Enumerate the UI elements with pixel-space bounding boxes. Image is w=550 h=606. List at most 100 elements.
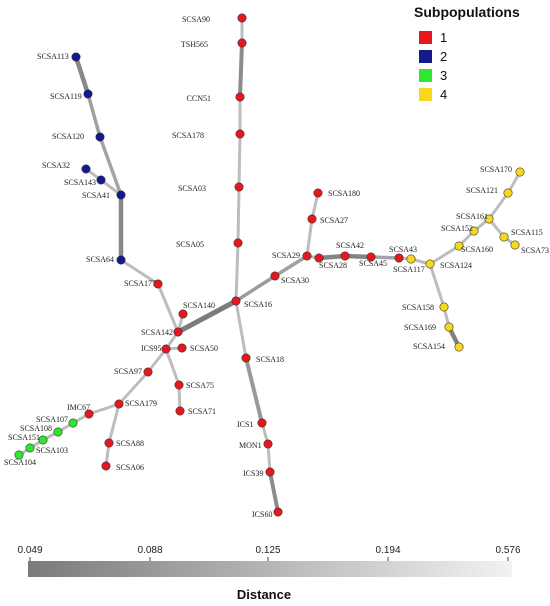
node-label-SCSA108: SCSA108 — [20, 424, 52, 433]
legend-label-3: 3 — [440, 68, 447, 83]
node-label-SCSA32: SCSA32 — [42, 161, 70, 170]
edge-SCSA177-SCSA64 — [119, 258, 160, 286]
node-SCSA154 — [454, 342, 464, 352]
legend-title: Subpopulations — [414, 4, 520, 20]
node-label-SCSA104: SCSA104 — [4, 458, 36, 467]
edge-SCSA05-SCSA16 — [234, 241, 240, 303]
scale-tick-label: 0.049 — [17, 545, 42, 556]
legend: Subpopulations 1 2 3 4 — [414, 4, 520, 102]
node-label-SCSA142: SCSA142 — [141, 328, 173, 337]
node-label-SCSA120: SCSA120 — [52, 132, 84, 141]
node-label-SCSA113: SCSA113 — [37, 52, 69, 61]
node-label-SCSA170: SCSA170 — [480, 165, 512, 174]
node-label-SCSA180: SCSA180 — [328, 189, 360, 198]
edge-SCSA142-SCSA177 — [156, 282, 180, 334]
node-SCSA178 — [235, 129, 245, 139]
edge-MON1-ICS39 — [266, 442, 272, 474]
edge-SCSA120-SCSA119 — [86, 92, 102, 139]
node-TSH565 — [237, 38, 247, 48]
legend-swatch-1 — [419, 31, 432, 44]
node-ICS60 — [273, 507, 283, 517]
node-label-SCSA169: SCSA169 — [404, 323, 436, 332]
legend-swatch-3 — [419, 69, 432, 82]
legend-swatch-2 — [419, 50, 432, 63]
node-label-SCSA03: SCSA03 — [178, 184, 206, 193]
node-label-SCSA71: SCSA71 — [188, 407, 216, 416]
node-label-SCSA43: SCSA43 — [389, 245, 417, 254]
node-label-SCSA18: SCSA18 — [256, 355, 284, 364]
node-SCSA113 — [71, 52, 81, 62]
edge-SCSA16-SCSA18 — [234, 299, 248, 360]
node-IMC67 — [84, 409, 94, 419]
node-SCSA03 — [234, 182, 244, 192]
node-label-SCSA124: SCSA124 — [440, 261, 472, 270]
node-label-SCSA73: SCSA73 — [521, 246, 549, 255]
edge-SCSA161-SCSA121 — [487, 191, 510, 221]
node-SCSA50 — [177, 343, 187, 353]
scale-tick-label: 0.576 — [495, 545, 520, 556]
node-SCSA45 — [366, 252, 376, 262]
node-label-SCSA143: SCSA143 — [64, 178, 96, 187]
node-SCSA06 — [101, 461, 111, 471]
edge-SCSA45-SCSA43 — [369, 255, 401, 260]
node-label-SCSA50: SCSA50 — [190, 344, 218, 353]
scale-tick-label: 0.088 — [137, 545, 162, 556]
node-label-SCSA152: SCSA152 — [441, 224, 473, 233]
edge-SCSA29-SCSA27 — [305, 217, 314, 258]
node-SCSA71 — [175, 406, 185, 416]
distance-scale: Distance 0.049 0.088 0.125 0.194 0.576 — [17, 545, 520, 602]
node-SCSA160 — [454, 241, 464, 251]
nodes-layer — [14, 13, 525, 517]
legend-label-2: 2 — [440, 49, 447, 64]
node-label-TSH565: TSH565 — [181, 40, 208, 49]
node-SCSA05 — [233, 238, 243, 248]
node-SCSA170 — [515, 167, 525, 177]
node-label-ICS95: ICS95 — [141, 344, 161, 353]
node-label-SCSA161: SCSA161 — [456, 212, 488, 221]
node-SCSA180 — [313, 188, 323, 198]
node-SCSA43 — [394, 253, 404, 263]
edge-SCSA16-SCSA30 — [234, 274, 277, 303]
node-label-SCSA28: SCSA28 — [319, 261, 347, 270]
node-SCSA177 — [153, 279, 163, 289]
node-SCSA124 — [425, 259, 435, 269]
node-ICS1 — [257, 418, 267, 428]
node-SCSA32 — [81, 164, 91, 174]
node-SCSA27 — [307, 214, 317, 224]
node-label-SCSA41: SCSA41 — [82, 191, 110, 200]
node-label-SCSA151: SCSA151 — [8, 433, 40, 442]
edge-SCSA124-SCSA158 — [428, 262, 446, 309]
node-label-SCSA158: SCSA158 — [402, 303, 434, 312]
edge-SCSA124-SCSA160 — [428, 244, 461, 266]
node-label-SCSA178: SCSA178 — [172, 131, 204, 140]
edge-ICS95-SCSA97 — [146, 347, 168, 374]
node-SCSA115 — [499, 232, 509, 242]
node-label-SCSA90: SCSA90 — [182, 15, 210, 24]
node-SCSA143 — [96, 175, 106, 185]
node-label-SCSA29: SCSA29 — [272, 251, 300, 260]
node-label-SCSA88: SCSA88 — [116, 439, 144, 448]
node-SCSA117 — [406, 254, 416, 264]
node-SCSA90 — [237, 13, 247, 23]
node-SCSA41 — [116, 190, 126, 200]
node-SCSA29 — [302, 251, 312, 261]
node-SCSA108 — [53, 427, 63, 437]
edge-SCSA179-SCSA88 — [107, 402, 121, 445]
node-label-SCSA16: SCSA16 — [244, 300, 272, 309]
node-SCSA28 — [314, 253, 324, 263]
distance-title: Distance — [237, 587, 291, 602]
distance-gradient-bar — [28, 561, 512, 577]
node-label-SCSA160: SCSA160 — [461, 245, 493, 254]
node-CCN51 — [235, 92, 245, 102]
node-SCSA30 — [270, 271, 280, 281]
scale-tick-label: 0.125 — [255, 545, 280, 556]
node-SCSA151 — [38, 435, 48, 445]
edge-SCSA97-SCSA179 — [117, 370, 150, 406]
node-label-ICS60: ICS60 — [252, 510, 272, 519]
node-SCSA107 — [68, 418, 78, 428]
legend-label-1: 1 — [440, 30, 447, 45]
node-label-SCSA27: SCSA27 — [320, 216, 348, 225]
node-label-SCSA121: SCSA121 — [466, 186, 498, 195]
node-SCSA73 — [510, 240, 520, 250]
